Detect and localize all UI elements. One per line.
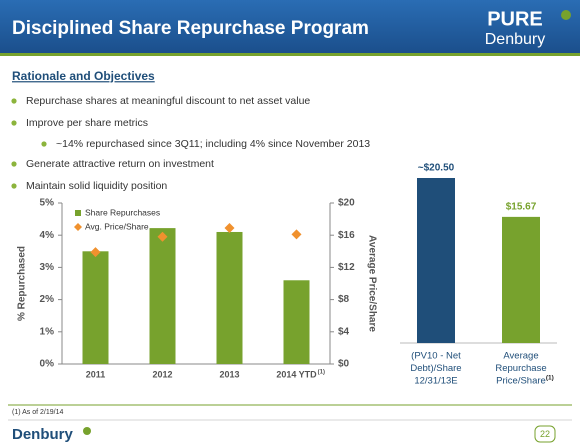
page-badge [534, 425, 556, 443]
footer-logo: Denbury [12, 426, 74, 443]
x-tick-label: 2011 [86, 369, 106, 379]
y2-tick-label: $20 [338, 198, 355, 209]
price-marker [224, 222, 235, 233]
bar [283, 280, 310, 364]
bullet-text: Improve per share metrics [26, 117, 148, 129]
price-marker [157, 231, 168, 242]
category-label: Average [503, 351, 538, 362]
y2-tick-label: $0 [338, 359, 350, 370]
value-label: $15.67 [506, 202, 537, 213]
header-bar [0, 0, 580, 53]
page-number: 22 [540, 429, 550, 439]
category-label: Repurchase [495, 363, 546, 374]
category-note: (1) [546, 375, 554, 382]
category-label: 12/31/13E [414, 376, 457, 387]
bar [502, 216, 540, 343]
price-marker [90, 247, 101, 258]
bar [82, 251, 109, 364]
bullet-dot [11, 120, 17, 126]
legend-swatch [75, 210, 81, 216]
logo-bottom: Denbury [485, 31, 545, 48]
bullet-text: ~14% repurchased since 3Q11; including 4… [56, 138, 370, 150]
bar [216, 231, 243, 364]
bullet-text: Maintain solid liquidity position [26, 180, 167, 192]
bullet-text: Generate attractive return on investment [26, 158, 214, 170]
bullet-dot [11, 98, 17, 104]
x-tick-note: (1) [318, 370, 325, 376]
y-tick-label: 0% [40, 359, 55, 370]
x-tick-label: 2012 [152, 369, 172, 379]
bullet-dot [41, 141, 47, 147]
combo-chart: 0% 1% 2% 3% 4% 5% $0 $4 $8 $12 $16 $20 % Repurchased… [17, 198, 378, 380]
legend-swatch [74, 223, 82, 231]
y-tick-label: 2% [40, 294, 55, 305]
category-label: (PV10 - Net [411, 351, 461, 362]
logo-drop [561, 10, 571, 20]
x-tick-label: 2014 YTD [276, 369, 317, 379]
value-label: ~$20.50 [418, 163, 455, 174]
section-title: Rationale and Objectives [12, 69, 155, 83]
logo-top: PURE [487, 8, 543, 30]
slide-title: Disciplined Share Repurchase Program [12, 18, 369, 39]
bullet-dot [11, 161, 17, 167]
bullet-list: Repurchase shares at meaningful discount… [11, 95, 370, 192]
header-rule [0, 53, 580, 56]
y2-tick-label: $8 [338, 294, 350, 305]
y2-tick-label: $16 [338, 230, 355, 241]
bar [417, 178, 455, 343]
bar [149, 228, 176, 364]
y-tick-label: 4% [40, 230, 55, 241]
y-tick-label: 5% [40, 198, 55, 209]
category-label: Price/Share [496, 376, 546, 387]
price-marker [291, 229, 302, 240]
category-label: Debt)/Share [410, 363, 461, 374]
y-axis-title: % Repurchased [17, 246, 28, 321]
y-tick-label: 1% [40, 326, 55, 337]
y2-tick-label: $4 [338, 326, 350, 337]
footnote: (1) As of 2/19/14 [12, 409, 63, 416]
footer-logo-drop [83, 427, 91, 435]
legend-label: Avg. Price/Share [85, 221, 149, 231]
y2-tick-label: $12 [338, 262, 355, 273]
bullet-dot [11, 183, 17, 189]
bullet-text: Repurchase shares at meaningful discount… [26, 95, 310, 107]
legend-label: Share Repurchases [85, 207, 160, 217]
y-tick-label: 3% [40, 262, 55, 273]
y2-axis-title: Average Price/Share [366, 235, 377, 332]
x-tick-label: 2013 [219, 369, 239, 379]
